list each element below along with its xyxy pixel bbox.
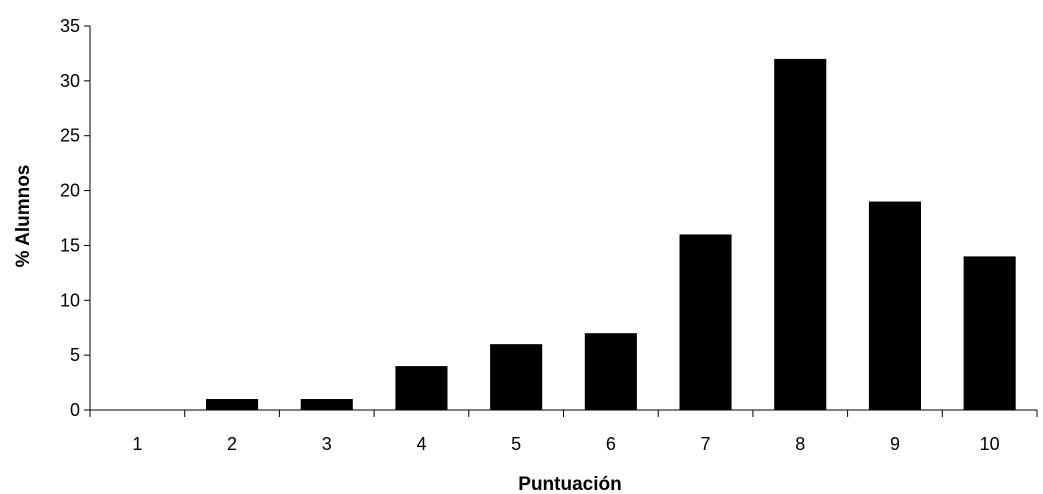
x-tick-label: 9 xyxy=(890,434,900,454)
x-tick-label: 10 xyxy=(980,434,1000,454)
x-tick-label: 5 xyxy=(511,434,521,454)
x-tick-label: 7 xyxy=(701,434,711,454)
x-tick-label: 2 xyxy=(227,434,237,454)
x-tick-label: 6 xyxy=(606,434,616,454)
y-tick-label: 25 xyxy=(60,126,80,146)
y-tick-label: 0 xyxy=(70,400,80,420)
y-tick-label: 10 xyxy=(60,290,80,310)
bar-3 xyxy=(300,399,353,410)
y-tick-label: 15 xyxy=(60,235,80,255)
bar-4 xyxy=(395,366,448,410)
bar-7 xyxy=(679,234,732,410)
y-axis-title: % Alumnos xyxy=(13,165,34,268)
y-tick-label: 5 xyxy=(70,345,80,365)
bar-9 xyxy=(868,201,921,410)
bar-6 xyxy=(584,333,637,410)
x-axis-title: Puntuación xyxy=(518,474,621,494)
x-tick-label: 8 xyxy=(795,434,805,454)
x-tick-label: 1 xyxy=(132,434,142,454)
x-axis: 1 2 3 4 5 6 7 8 9 10 xyxy=(89,409,1038,454)
bar-8 xyxy=(774,58,827,411)
x-tick-label: 3 xyxy=(322,434,332,454)
bar-10 xyxy=(963,256,1016,410)
y-tick-label: 30 xyxy=(60,71,80,91)
bars xyxy=(206,58,1016,411)
x-tick-label: 4 xyxy=(416,434,426,454)
y-tick-label: 35 xyxy=(60,16,80,36)
y-axis: 0 5 10 15 20 25 30 35 xyxy=(60,16,91,420)
y-tick-label: 20 xyxy=(60,181,80,201)
bar-5 xyxy=(490,344,543,410)
bar-2 xyxy=(206,399,259,410)
